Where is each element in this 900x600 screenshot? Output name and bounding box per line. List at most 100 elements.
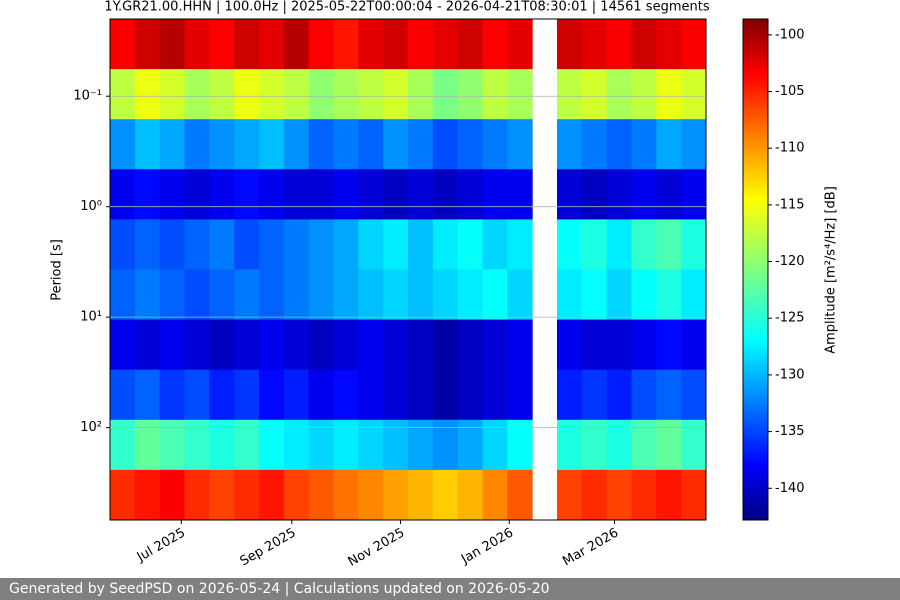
cell — [308, 269, 334, 321]
cell — [656, 419, 682, 471]
colorbar-tick-label: -125 — [775, 311, 805, 326]
cell — [581, 419, 608, 471]
colorbar-tick-label: -115 — [775, 197, 805, 212]
cell — [557, 469, 583, 521]
cell — [234, 369, 260, 421]
cell — [358, 169, 384, 220]
cell — [606, 69, 632, 120]
cell — [408, 169, 434, 220]
cell — [606, 19, 632, 70]
cell — [159, 419, 185, 471]
cell — [308, 219, 334, 270]
cell — [681, 269, 707, 321]
cell — [631, 469, 657, 521]
cell — [110, 269, 136, 321]
cell — [457, 419, 483, 471]
heatmap — [110, 19, 707, 521]
cell — [383, 169, 409, 220]
cell — [283, 119, 310, 170]
cell — [383, 419, 409, 471]
cell — [283, 169, 310, 220]
cell — [581, 169, 608, 220]
cell — [308, 419, 334, 471]
chart-title: 1Y.GR21.00.HHN | 100.0Hz | 2025-05-22T00… — [104, 0, 709, 15]
y-axis-label: Period [s] — [50, 239, 65, 301]
cell — [432, 369, 459, 421]
cell — [606, 169, 632, 220]
y-tick-label: 10² — [80, 420, 102, 435]
cell — [432, 19, 459, 70]
colorbar-tick-label: -100 — [775, 27, 805, 42]
cell — [507, 219, 533, 270]
cell — [184, 319, 210, 371]
cell — [482, 69, 508, 120]
cell — [631, 169, 657, 220]
cell — [507, 269, 533, 321]
cell — [234, 419, 260, 471]
colorbar-tick-label: -105 — [775, 84, 805, 99]
cell — [656, 369, 682, 421]
cell — [333, 419, 359, 471]
cell — [358, 219, 384, 270]
cell — [209, 119, 235, 170]
cell — [184, 219, 210, 270]
cell — [358, 419, 384, 471]
cell — [432, 419, 459, 471]
cell — [308, 319, 334, 371]
cell — [507, 369, 533, 421]
cell — [557, 269, 583, 321]
cell — [159, 169, 185, 220]
cell — [457, 69, 483, 120]
cell — [557, 219, 583, 270]
cell — [482, 19, 508, 70]
cell — [408, 369, 434, 421]
cell — [110, 319, 136, 371]
cell — [656, 169, 682, 220]
cell — [432, 319, 459, 371]
cell — [134, 469, 161, 521]
cell — [507, 69, 533, 120]
cell — [408, 219, 434, 270]
cell — [159, 119, 185, 170]
colorbar — [742, 18, 769, 521]
cell — [681, 369, 707, 421]
cell — [134, 169, 161, 220]
cell — [134, 69, 161, 120]
cell — [333, 119, 359, 170]
cell — [408, 119, 434, 170]
cell — [482, 419, 508, 471]
colorbar-tick-label: -135 — [775, 424, 805, 439]
cell — [581, 319, 608, 371]
cell — [184, 169, 210, 220]
cell — [333, 269, 359, 321]
cell — [606, 319, 632, 371]
cell — [110, 219, 136, 270]
cell — [482, 219, 508, 270]
cell — [358, 369, 384, 421]
colorbar-label: Amplitude [m²/s⁴/Hz] [dB] — [824, 186, 839, 354]
cell — [557, 419, 583, 471]
cell — [134, 219, 161, 270]
cell — [283, 19, 310, 70]
cell — [358, 69, 384, 120]
cell — [110, 19, 136, 70]
cell — [358, 269, 384, 321]
cell — [631, 19, 657, 70]
cell — [209, 19, 235, 70]
cell — [557, 119, 583, 170]
cell — [333, 219, 359, 270]
cell — [681, 469, 707, 521]
cell — [482, 269, 508, 321]
cell — [283, 269, 310, 321]
cell — [209, 269, 235, 321]
cell — [606, 369, 632, 421]
cell — [234, 119, 260, 170]
cell — [606, 119, 632, 170]
cell — [333, 369, 359, 421]
cell — [681, 319, 707, 371]
cell — [234, 269, 260, 321]
cell — [209, 469, 235, 521]
y-tick-label: 10⁻¹ — [73, 89, 102, 104]
cell — [159, 269, 185, 321]
cell — [557, 319, 583, 371]
